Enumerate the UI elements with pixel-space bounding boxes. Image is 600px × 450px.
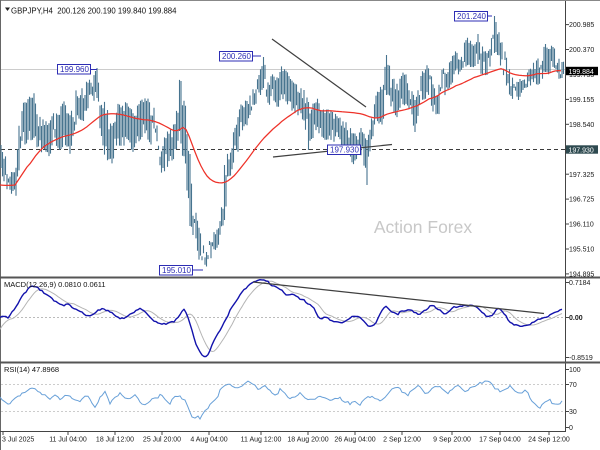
svg-text:196.110: 196.110: [569, 222, 594, 229]
svg-text:100: 100: [569, 367, 581, 374]
svg-text:199.155: 199.155: [569, 97, 594, 104]
svg-text:196.725: 196.725: [569, 197, 594, 204]
svg-text:199.960: 199.960: [60, 65, 89, 74]
svg-text:70: 70: [569, 382, 577, 389]
svg-text:RSI(14) 47.8968: RSI(14) 47.8968: [4, 365, 59, 374]
svg-text:195.510: 195.510: [569, 247, 594, 254]
svg-text:199.884: 199.884: [569, 69, 594, 76]
svg-text:200.260: 200.260: [222, 52, 251, 61]
svg-text:197.930: 197.930: [569, 147, 594, 154]
svg-text:GBPJPY,H4 200.126 200.190 199: GBPJPY,H4 200.126 200.190 199.840 199.88…: [11, 7, 177, 16]
svg-text:200.985: 200.985: [569, 22, 594, 29]
svg-text:201.240: 201.240: [457, 12, 486, 21]
svg-text:Action Forex: Action Forex: [374, 217, 472, 237]
svg-text:0.00: 0.00: [569, 315, 583, 322]
svg-text:198.540: 198.540: [569, 122, 594, 129]
svg-text:197.325: 197.325: [569, 172, 594, 179]
svg-text:4 Aug 04:00: 4 Aug 04:00: [190, 437, 227, 444]
svg-text:18 Jul 12:00: 18 Jul 12:00: [96, 437, 134, 444]
svg-text:194.895: 194.895: [569, 272, 594, 279]
svg-text:2 Sep 12:00: 2 Sep 12:00: [383, 437, 421, 444]
svg-text:0.7184: 0.7184: [569, 280, 591, 287]
svg-text:MACD(12,26,9) 0.0810 0.0611: MACD(12,26,9) 0.0810 0.0611: [4, 280, 106, 289]
svg-text:197.930: 197.930: [330, 146, 359, 155]
svg-text:200.370: 200.370: [569, 47, 594, 54]
svg-text:-0.8519: -0.8519: [569, 355, 593, 362]
svg-text:9 Sep 20:00: 9 Sep 20:00: [433, 437, 471, 444]
svg-text:195.010: 195.010: [162, 266, 191, 275]
svg-text:0: 0: [569, 425, 573, 432]
svg-text:17 Sep 04:00: 17 Sep 04:00: [479, 437, 521, 444]
svg-text:3 Jul 2025: 3 Jul 2025: [2, 437, 34, 444]
svg-text:18 Aug 20:00: 18 Aug 20:00: [287, 437, 328, 444]
svg-text:11 Jul 04:00: 11 Jul 04:00: [49, 437, 87, 444]
svg-text:26 Aug 04:00: 26 Aug 04:00: [334, 437, 375, 444]
svg-text:199.755: 199.755: [569, 72, 594, 79]
svg-text:30: 30: [569, 409, 577, 416]
svg-text:25 Jul 20:00: 25 Jul 20:00: [143, 437, 181, 444]
svg-text:24 Sep 12:00: 24 Sep 12:00: [528, 437, 570, 444]
svg-text:11 Aug 12:00: 11 Aug 12:00: [241, 437, 282, 444]
